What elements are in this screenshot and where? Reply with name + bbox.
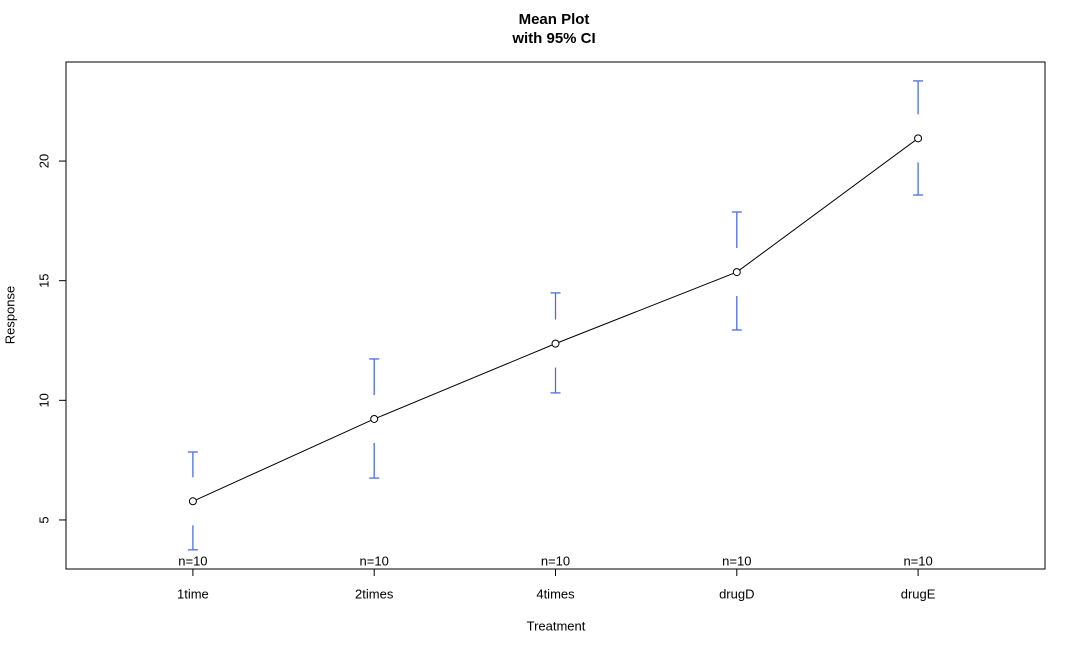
- y-tick-label: 20: [36, 154, 51, 168]
- chart-subtitle: with 95% CI: [511, 30, 595, 47]
- n-label: n=10: [722, 553, 751, 568]
- x-tick-label: 1time: [177, 586, 209, 601]
- chart-title: Mean Plot: [519, 11, 590, 28]
- mean-point: [914, 134, 923, 143]
- mean-point: [370, 414, 379, 423]
- n-label: n=10: [178, 553, 207, 568]
- y-tick-label: 10: [36, 393, 51, 407]
- n-label: n=10: [903, 553, 932, 568]
- mean-point: [551, 339, 560, 348]
- n-label: n=10: [541, 553, 570, 568]
- x-tick-label: drugD: [719, 586, 754, 601]
- mean-point: [732, 268, 741, 277]
- x-axis-label: Treatment: [527, 618, 586, 633]
- n-label: n=10: [360, 553, 389, 568]
- x-tick-label: 4times: [536, 586, 575, 601]
- y-axis-label: Response: [2, 286, 17, 345]
- y-tick-label: 5: [36, 516, 51, 523]
- mean-line: [192, 137, 919, 502]
- y-tick-label: 15: [36, 273, 51, 287]
- x-tick-label: drugE: [901, 586, 936, 601]
- mean-point: [188, 497, 197, 506]
- x-tick-label: 2times: [355, 586, 394, 601]
